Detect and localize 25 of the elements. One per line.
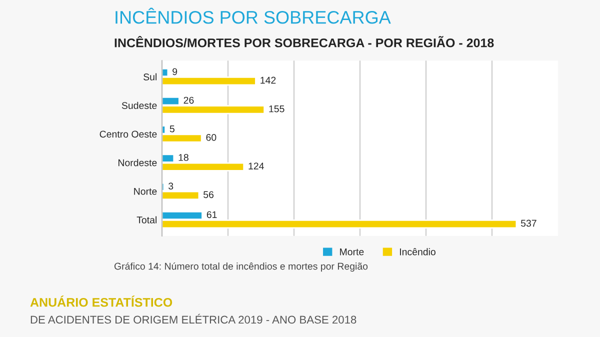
- data-label: 60: [206, 134, 216, 141]
- text: DE ACIDENTES DE ORIGEM ELÉTRICA 2019 - ANO BASE 2018: [30, 314, 356, 324]
- data-label: 9: [172, 68, 178, 76]
- data-label: 142: [260, 76, 276, 84]
- data-label: 61: [206, 211, 217, 218]
- data-label: 124: [248, 162, 264, 170]
- data-label: 537: [520, 220, 536, 227]
- y-tick-label: Centro Oeste: [100, 130, 157, 138]
- y-tick-label: Total: [136, 216, 156, 224]
- data-label: 3: [168, 182, 174, 190]
- text: Gráfico 14: Número total de incêndios e mortes por Região: [114, 262, 368, 272]
- data-label: 18: [178, 154, 188, 161]
- data-label: 155: [269, 105, 284, 112]
- legend-label: Morte: [340, 248, 364, 256]
- legend-label: Incêndio: [400, 248, 436, 256]
- data-label: 5: [170, 126, 174, 132]
- text: ANUÁRIO ESTATÍSTICO: [30, 296, 172, 307]
- y-tick-label: Norte: [134, 188, 157, 195]
- data-label: 26: [184, 96, 194, 104]
- chart-subtitle: INCÊNDIOS/MORTES POR SOBRECARGA - POR REGIÃO - 2018: [114, 36, 494, 48]
- y-tick-label: Sul: [144, 73, 156, 80]
- data-label: 56: [204, 191, 214, 198]
- y-tick-label: Sudeste: [122, 102, 157, 109]
- y-tick-label: Nordeste: [118, 159, 157, 166]
- chart-title: INCÊNDIOS POR SOBRECARGA: [116, 8, 391, 24]
